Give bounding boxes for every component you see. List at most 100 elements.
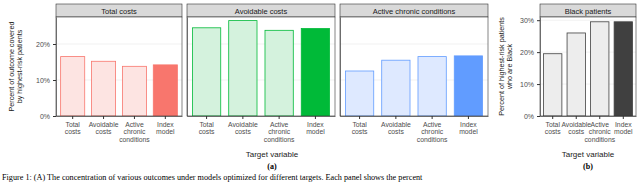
tick: 10% — [520, 81, 540, 88]
caption: Figure 1: (A) The concentration of vario… — [2, 173, 423, 182]
facet-title: Black patients — [565, 7, 612, 16]
axis-line — [56, 18, 57, 117]
panel: Avoidable costs Totalcosts Avoidablecosts A… — [187, 4, 336, 171]
bar — [382, 60, 410, 116]
figure: Total costs0%10%20%TotalcostsAvoidableco… — [0, 0, 640, 183]
bars — [544, 22, 633, 116]
tick: Avoidablecosts — [561, 116, 591, 135]
bar — [614, 22, 632, 116]
grid-line — [340, 44, 488, 45]
x-axis: Totalcosts AvoidablecostsActivechroniccon… — [57, 116, 183, 143]
tick: 10% — [36, 77, 56, 84]
plot-frame — [340, 17, 488, 116]
tick-label: 30% — [520, 17, 534, 24]
tick-mark — [537, 116, 540, 117]
tick-mark — [103, 116, 104, 119]
tick-mark — [395, 116, 396, 119]
tick-mark — [468, 116, 469, 119]
bar — [61, 57, 85, 116]
tick: Activechronicconditions — [119, 116, 150, 143]
axis-line — [57, 116, 183, 117]
bars — [345, 56, 482, 116]
tick: Totalcosts — [199, 116, 215, 135]
tick-mark — [72, 116, 73, 119]
tick: Indexmodel — [459, 116, 478, 135]
grid-line — [540, 20, 636, 21]
tick-label: Avoidablecosts — [381, 121, 411, 135]
axis-line — [341, 116, 489, 117]
tick-label: Indexmodel — [459, 121, 478, 135]
y-axis-title: Percent of highest-risk patientswho are … — [497, 17, 514, 116]
tick-label: Indexmodel — [306, 121, 325, 135]
tick-mark — [537, 20, 540, 21]
tick-mark — [53, 80, 56, 81]
tick-label: Totalcosts — [199, 121, 215, 135]
bar — [454, 56, 482, 116]
axis-line — [188, 116, 336, 117]
bar — [265, 30, 293, 116]
panel: Active chronic conditions Totalcosts Avoid… — [340, 4, 489, 143]
bars — [61, 57, 178, 116]
x-axis-title: Target variable — [562, 150, 615, 159]
plot-background — [340, 17, 488, 116]
tick-label: Indexmodel — [614, 121, 633, 135]
tick-label: Activechronicconditions — [264, 121, 295, 143]
bar — [544, 54, 562, 116]
tick: Indexmodel — [156, 116, 175, 135]
tick: 30% — [520, 17, 540, 24]
tick-mark — [165, 116, 166, 119]
bar — [567, 33, 585, 116]
facet-strip — [56, 4, 182, 17]
facet-strip — [187, 4, 335, 17]
tick-label: Totalcosts — [352, 121, 368, 135]
plot-frame — [187, 17, 335, 116]
tick: 0% — [40, 113, 56, 120]
tick: Avoidablecosts — [228, 116, 258, 135]
bar — [301, 29, 329, 116]
tick-label: 20% — [520, 49, 534, 56]
tick-label: 10% — [520, 81, 534, 88]
x-axis: Totalcosts Avoidablecosts Activechroniccon… — [341, 116, 489, 143]
tick-mark — [623, 116, 624, 119]
tick: Activechronicconditions — [417, 116, 448, 143]
tick: 0% — [524, 113, 540, 120]
tick: Activechronicconditions — [584, 116, 615, 143]
bar — [153, 65, 177, 116]
plot-frame — [540, 17, 636, 116]
tick: Avoidablecosts — [89, 116, 119, 135]
tick-label: Avoidablecosts — [561, 121, 591, 135]
tick-label: 0% — [40, 113, 50, 120]
tick: 20% — [520, 49, 540, 56]
bar — [122, 66, 146, 116]
facet-strip — [540, 4, 636, 17]
grid-line — [56, 44, 182, 45]
bar — [192, 28, 220, 116]
y-axis: 0% 10% 20% 30% — [520, 17, 541, 120]
bar — [92, 61, 116, 116]
tick-label: Avoidablecosts — [89, 121, 119, 135]
panel-label: (a) — [267, 162, 277, 171]
panel-label: (b) — [583, 162, 593, 171]
panel: Black patients0%10%20%30%TotalcostsAvoid… — [497, 4, 637, 171]
y-axis — [187, 18, 189, 117]
axis-line — [541, 116, 637, 117]
axis-line — [340, 18, 341, 117]
tick-label: Indexmodel — [156, 121, 175, 135]
x-axis: Totalcosts Avoidablecosts Activechroniccon… — [188, 116, 336, 143]
tick-label: Totalcosts — [65, 121, 81, 135]
facet-title: Avoidable costs — [235, 7, 288, 16]
tick-mark — [134, 116, 135, 119]
tick-label: Avoidablecosts — [228, 121, 258, 135]
facet-title: Active chronic conditions — [373, 7, 456, 16]
tick-mark — [537, 84, 540, 85]
tick-label: 10% — [36, 77, 50, 84]
tick: Totalcosts — [65, 116, 81, 135]
tick-label: Activechronicconditions — [584, 121, 615, 143]
facet-strip — [340, 4, 488, 17]
tick-mark — [53, 44, 56, 45]
y-axis — [340, 18, 342, 117]
bars — [192, 21, 329, 116]
tick-mark — [279, 116, 280, 119]
y-axis-title: Percent of outcome coveredby highest-ris… — [7, 22, 24, 112]
tick-mark — [206, 116, 207, 119]
